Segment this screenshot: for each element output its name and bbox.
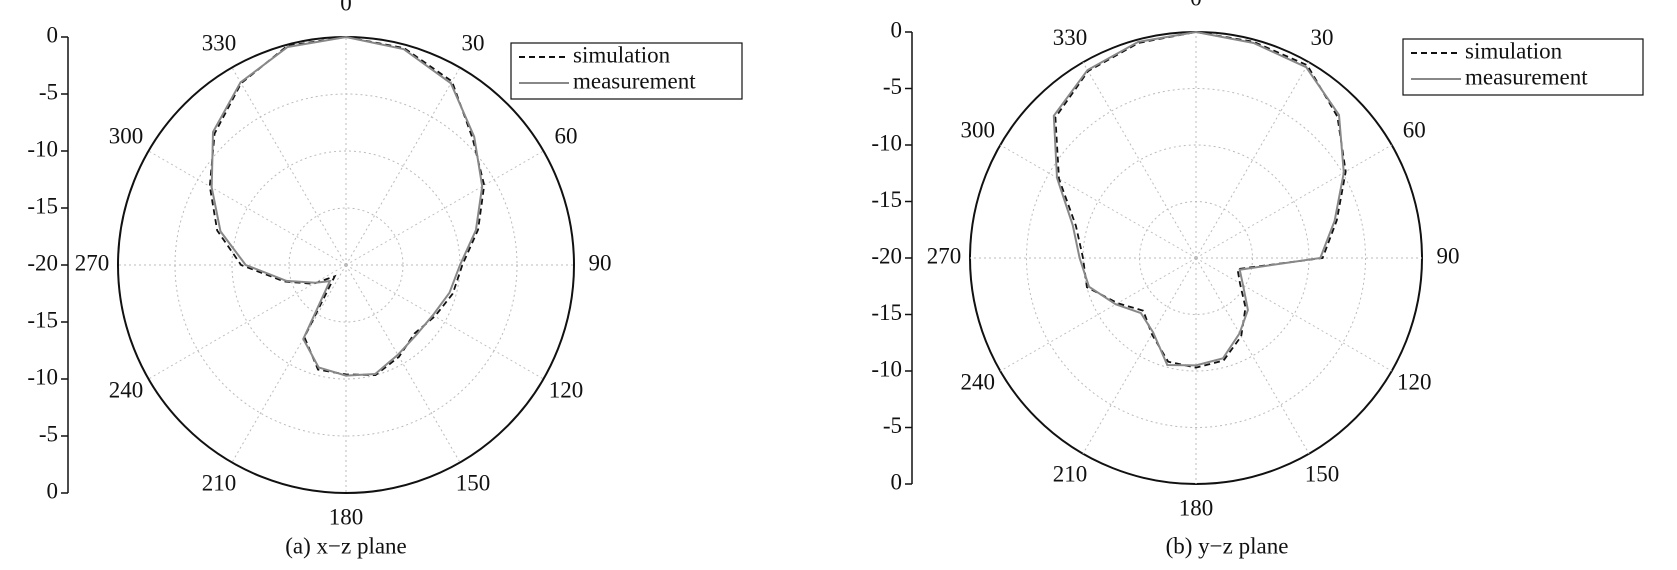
series-line <box>208 36 486 377</box>
r-tick-label: -10 <box>27 364 58 389</box>
grid-circle <box>1082 144 1310 372</box>
angle-label: 120 <box>1397 369 1432 394</box>
spoke <box>148 264 347 380</box>
angle-label: 180 <box>1179 495 1214 520</box>
legend-box <box>510 42 743 100</box>
r-tick-label: -5 <box>39 421 58 446</box>
r-tick-label: 0 <box>47 478 59 503</box>
angle-label: 30 <box>1311 25 1334 50</box>
spoke <box>1082 62 1197 259</box>
r-tick-label: -15 <box>27 307 58 332</box>
angle-label: 90 <box>1437 243 1460 268</box>
grid-circle <box>1026 88 1366 428</box>
spoke <box>231 67 347 266</box>
series-line <box>210 35 484 377</box>
angle-label: 270 <box>75 250 110 275</box>
angle-label: 120 <box>549 377 584 402</box>
r-tick-label: 0 <box>891 17 903 42</box>
angle-label: 210 <box>1053 462 1088 487</box>
r-tick-label: -10 <box>27 136 58 161</box>
caption: (a) x−z plane <box>285 533 407 558</box>
r-tick-label: -15 <box>27 193 58 218</box>
caption: (b) y−z plane <box>1166 533 1289 558</box>
spoke <box>345 264 544 380</box>
angle-label: 150 <box>456 470 491 495</box>
r-tick-label: -5 <box>883 74 902 99</box>
angle-label: 90 <box>589 250 612 275</box>
legend-label: measurement <box>573 68 696 93</box>
angle-label: 300 <box>109 123 144 148</box>
angle-label: 210 <box>202 470 237 495</box>
spoke <box>345 67 461 266</box>
r-tick-label: -15 <box>871 300 902 325</box>
spoke <box>345 264 461 463</box>
legend-label: simulation <box>1465 38 1563 63</box>
r-tick-label: 0 <box>47 22 59 47</box>
angle-label: 330 <box>1053 25 1088 50</box>
angle-label: 300 <box>961 117 996 142</box>
legend-box <box>1402 38 1644 96</box>
legend-label: measurement <box>1465 64 1588 89</box>
legend-label: simulation <box>573 42 671 67</box>
angle-label: 30 <box>462 30 485 55</box>
series-line <box>1054 31 1347 369</box>
r-tick-label: 0 <box>891 469 903 494</box>
angle-label: 150 <box>1305 462 1340 487</box>
r-tick-label: -20 <box>871 243 902 268</box>
angle-label: 0 <box>340 0 352 15</box>
angle-label: 240 <box>109 377 144 402</box>
angle-label: 60 <box>554 123 577 148</box>
r-tick-label: -20 <box>27 250 58 275</box>
r-tick-label: -5 <box>883 413 902 438</box>
spoke <box>231 264 347 463</box>
series-line <box>1052 30 1345 367</box>
angle-label: 330 <box>202 30 237 55</box>
angle-label: 180 <box>329 504 364 529</box>
angle-label: 270 <box>927 243 962 268</box>
spoke <box>345 150 544 266</box>
angle-label: 240 <box>961 369 996 394</box>
angle-label: 0 <box>1190 0 1202 10</box>
r-tick-label: -10 <box>871 130 902 155</box>
r-tick-label: -10 <box>871 356 902 381</box>
angle-label: 60 <box>1403 117 1426 142</box>
spoke <box>148 150 347 266</box>
spoke <box>1195 257 1310 454</box>
spoke <box>1000 144 1197 259</box>
r-tick-label: -15 <box>871 187 902 212</box>
r-tick-label: -5 <box>39 79 58 104</box>
